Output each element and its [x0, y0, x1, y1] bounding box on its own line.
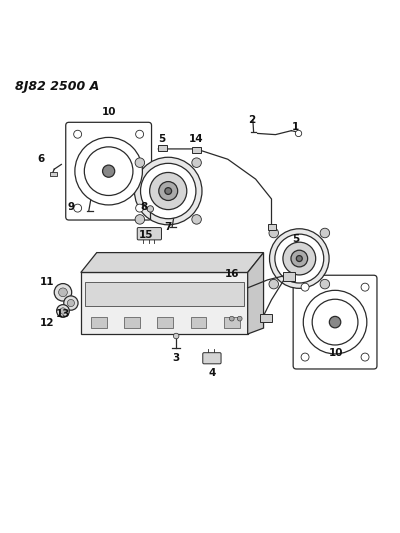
Circle shape: [283, 242, 316, 275]
FancyBboxPatch shape: [66, 122, 152, 220]
FancyBboxPatch shape: [293, 275, 377, 369]
Circle shape: [75, 138, 142, 205]
Circle shape: [312, 299, 358, 345]
Circle shape: [140, 163, 196, 219]
Circle shape: [159, 182, 178, 200]
Polygon shape: [81, 253, 264, 272]
Bar: [190, 317, 206, 328]
Circle shape: [295, 130, 302, 136]
Circle shape: [291, 250, 308, 267]
Circle shape: [320, 279, 330, 289]
Text: 6: 6: [38, 154, 45, 164]
Circle shape: [136, 204, 144, 212]
Circle shape: [150, 173, 187, 209]
Circle shape: [361, 283, 369, 291]
Bar: [260, 314, 272, 321]
Circle shape: [74, 204, 82, 212]
Circle shape: [301, 353, 309, 361]
Circle shape: [269, 228, 278, 238]
Text: 16: 16: [224, 270, 239, 279]
Circle shape: [84, 147, 133, 196]
Circle shape: [64, 296, 78, 310]
Circle shape: [275, 234, 324, 283]
Circle shape: [135, 158, 145, 167]
Bar: [81, 272, 248, 334]
Circle shape: [134, 157, 202, 225]
Bar: [50, 172, 57, 176]
Circle shape: [57, 305, 69, 317]
Bar: [192, 147, 201, 154]
Bar: [224, 317, 240, 328]
Bar: [124, 317, 140, 328]
Circle shape: [173, 333, 179, 339]
Text: 12: 12: [40, 318, 54, 328]
Bar: [85, 282, 244, 306]
Circle shape: [192, 215, 201, 224]
Circle shape: [269, 279, 278, 289]
FancyBboxPatch shape: [137, 228, 162, 240]
Circle shape: [329, 317, 341, 328]
Bar: [91, 317, 107, 328]
Bar: [268, 224, 276, 230]
Text: 10: 10: [329, 348, 344, 358]
Circle shape: [136, 130, 144, 138]
FancyBboxPatch shape: [203, 353, 221, 364]
Circle shape: [165, 188, 172, 195]
Text: 5: 5: [292, 233, 299, 244]
Circle shape: [135, 215, 145, 224]
Circle shape: [320, 228, 330, 238]
Circle shape: [237, 316, 242, 321]
Bar: [158, 145, 167, 151]
Bar: [284, 272, 295, 281]
Text: 11: 11: [40, 277, 54, 287]
Circle shape: [74, 130, 82, 138]
Circle shape: [270, 229, 329, 288]
Circle shape: [58, 288, 67, 297]
Text: 4: 4: [208, 368, 216, 378]
Text: 7: 7: [164, 222, 172, 232]
Text: 8: 8: [141, 202, 148, 212]
Circle shape: [361, 353, 369, 361]
Text: 2: 2: [248, 115, 255, 125]
Text: 1: 1: [292, 123, 299, 133]
Text: 5: 5: [159, 134, 166, 144]
Bar: [157, 317, 173, 328]
Text: 9: 9: [67, 202, 74, 212]
Circle shape: [296, 256, 302, 262]
Text: 15: 15: [139, 230, 154, 240]
Circle shape: [301, 283, 309, 291]
Text: 8J82 2500 A: 8J82 2500 A: [15, 80, 100, 93]
Text: 13: 13: [56, 309, 70, 319]
Circle shape: [60, 308, 66, 314]
Text: 14: 14: [189, 134, 203, 144]
Circle shape: [192, 158, 201, 167]
Circle shape: [54, 284, 72, 301]
Circle shape: [147, 206, 154, 212]
Circle shape: [102, 165, 115, 177]
Circle shape: [303, 290, 367, 354]
Circle shape: [229, 316, 234, 321]
Text: 3: 3: [172, 353, 180, 363]
Polygon shape: [248, 253, 264, 334]
Text: 10: 10: [101, 107, 116, 117]
Circle shape: [67, 300, 74, 306]
